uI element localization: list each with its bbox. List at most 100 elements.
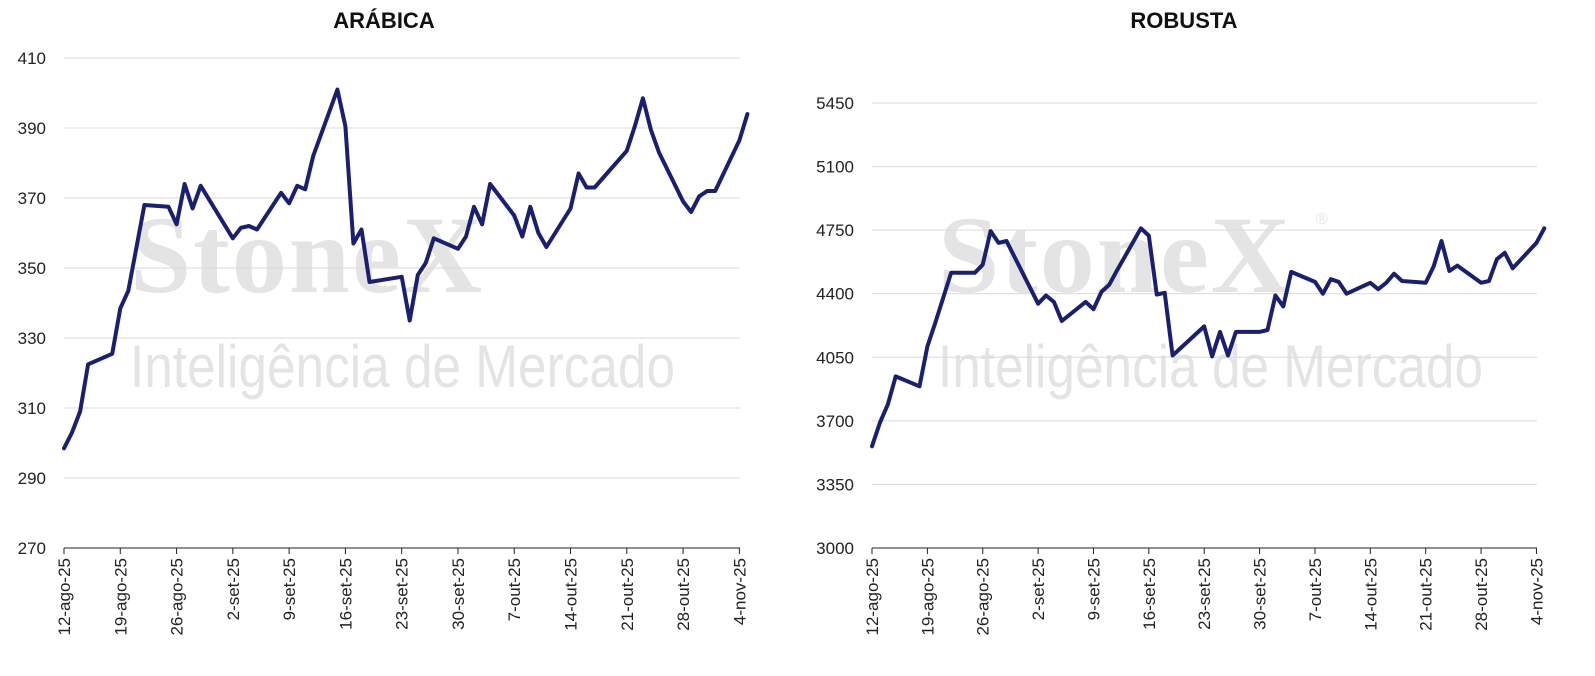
data-point bbox=[641, 96, 645, 100]
data-point bbox=[255, 228, 259, 231]
data-point bbox=[456, 247, 460, 251]
data-point bbox=[1273, 294, 1277, 297]
y-tick-label: 390 bbox=[18, 119, 46, 138]
series-line bbox=[62, 87, 750, 451]
x-tick-label: 2-set-25 bbox=[1029, 558, 1048, 620]
data-point bbox=[894, 374, 898, 378]
data-point bbox=[1313, 280, 1317, 284]
arabica-chart: StoneX ®Inteligência de Mercado ARÁBICA 270… bbox=[18, 8, 750, 636]
data-point bbox=[949, 271, 953, 275]
chart-title: ARÁBICA bbox=[333, 8, 435, 33]
data-point bbox=[997, 241, 1001, 245]
data-point bbox=[1115, 268, 1119, 272]
data-point bbox=[1226, 354, 1230, 357]
y-tick-label: 370 bbox=[18, 189, 46, 208]
data-point bbox=[231, 236, 235, 240]
data-point bbox=[933, 321, 937, 325]
y-tick-label: 3000 bbox=[816, 539, 854, 558]
watermark-tagline: Inteligência de Mercado bbox=[130, 333, 675, 400]
data-point bbox=[705, 189, 709, 193]
data-point bbox=[303, 187, 307, 191]
data-point bbox=[1345, 292, 1349, 296]
x-tick-label: 26-ago-25 bbox=[168, 558, 187, 636]
data-point bbox=[1368, 281, 1372, 285]
data-point bbox=[593, 186, 597, 189]
data-point bbox=[1432, 265, 1436, 268]
data-point bbox=[989, 229, 993, 233]
data-point bbox=[981, 263, 985, 267]
data-point bbox=[536, 231, 540, 235]
x-tick-label: 12-ago-25 bbox=[55, 558, 74, 636]
data-point bbox=[472, 205, 476, 209]
data-point bbox=[1218, 330, 1222, 334]
data-point bbox=[1337, 280, 1341, 284]
x-tick-label: 16-set-25 bbox=[336, 558, 355, 630]
x-tick-label: 7-out-25 bbox=[1306, 558, 1325, 621]
y-tick-label: 410 bbox=[18, 49, 46, 68]
data-point bbox=[713, 189, 717, 193]
x-tick-label: 21-out-25 bbox=[1417, 558, 1436, 631]
x-tick-label: 4-nov-25 bbox=[1527, 558, 1546, 625]
data-point bbox=[1503, 251, 1507, 255]
data-point bbox=[1139, 226, 1143, 230]
data-point bbox=[62, 446, 66, 450]
data-point bbox=[175, 222, 179, 226]
data-point bbox=[633, 124, 637, 128]
data-point bbox=[520, 235, 524, 238]
x-tick-label: 26-ago-25 bbox=[974, 558, 993, 636]
watermark-registered-mark: ® bbox=[1316, 211, 1328, 228]
x-tick-label: 9-set-25 bbox=[1084, 558, 1103, 620]
data-point bbox=[577, 172, 581, 175]
data-point bbox=[1329, 277, 1333, 281]
data-point bbox=[86, 362, 90, 366]
data-point bbox=[1171, 354, 1175, 357]
data-point bbox=[1099, 290, 1103, 294]
data-point bbox=[918, 384, 921, 388]
data-point bbox=[569, 207, 572, 210]
data-point bbox=[878, 421, 882, 425]
data-point bbox=[400, 275, 404, 279]
data-point bbox=[649, 128, 653, 132]
data-point bbox=[1479, 281, 1483, 285]
x-tick-label: 19-ago-25 bbox=[111, 558, 130, 636]
robusta-chart: StoneX ®Inteligência de MercadoROBUSTA300… bbox=[816, 8, 1546, 636]
data-point bbox=[239, 226, 243, 230]
data-point bbox=[191, 207, 195, 210]
y-tick-label: 4050 bbox=[816, 348, 854, 367]
data-point bbox=[737, 138, 741, 142]
data-point bbox=[1155, 293, 1159, 297]
data-point bbox=[925, 344, 929, 348]
chart-title: ROBUSTA bbox=[1130, 8, 1237, 33]
data-point bbox=[1210, 354, 1214, 358]
data-point bbox=[78, 410, 82, 413]
data-point bbox=[1258, 330, 1262, 334]
data-point bbox=[1052, 300, 1056, 304]
data-point bbox=[424, 261, 428, 265]
data-point bbox=[247, 224, 251, 228]
x-tick-label: 28-out-25 bbox=[674, 558, 693, 631]
data-point bbox=[295, 184, 299, 188]
x-tick-label: 30-set-25 bbox=[1251, 558, 1270, 630]
data-point bbox=[528, 205, 532, 209]
data-point bbox=[343, 124, 347, 128]
data-point bbox=[1281, 304, 1285, 308]
x-tick-label: 2-set-25 bbox=[224, 558, 243, 620]
data-point bbox=[311, 154, 315, 158]
data-point bbox=[1107, 283, 1111, 287]
y-tick-label: 3350 bbox=[816, 475, 854, 494]
data-point bbox=[1376, 287, 1380, 291]
x-tick-label: 28-out-25 bbox=[1472, 558, 1491, 631]
watermark-brand: StoneX bbox=[938, 194, 1292, 316]
watermark: StoneX ®Inteligência de Mercado bbox=[938, 194, 1483, 400]
data-point bbox=[432, 236, 436, 240]
data-point bbox=[1163, 291, 1167, 295]
data-point bbox=[1424, 281, 1428, 285]
data-point bbox=[1084, 300, 1088, 304]
x-tick-label: 12-ago-25 bbox=[863, 558, 882, 636]
data-point bbox=[1005, 239, 1008, 243]
data-point bbox=[351, 242, 355, 245]
data-point bbox=[1542, 226, 1546, 230]
data-point bbox=[408, 319, 412, 322]
y-tick-label: 5450 bbox=[816, 94, 854, 113]
y-tick-label: 5100 bbox=[816, 158, 854, 177]
